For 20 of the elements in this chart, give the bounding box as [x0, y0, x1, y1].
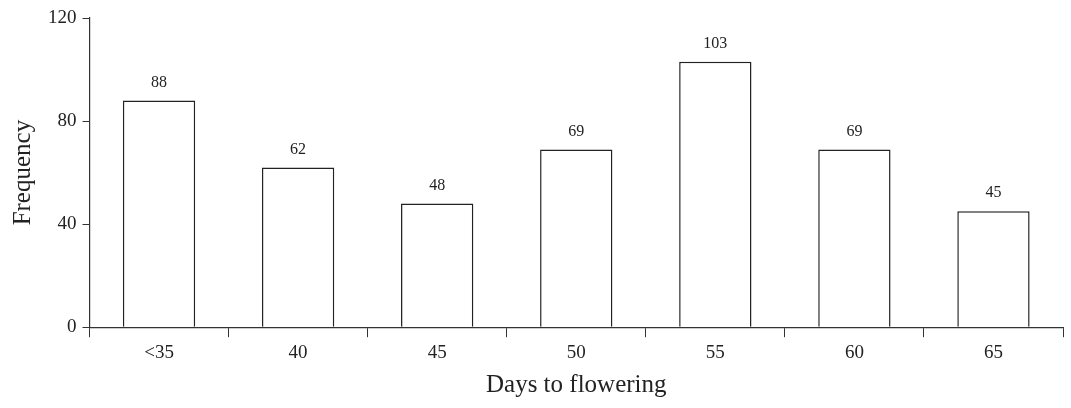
y-tick-label: 0: [67, 315, 77, 337]
data-label: 62: [290, 139, 307, 157]
x-tick-label: 60: [844, 340, 864, 362]
data-label: 45: [985, 183, 1002, 201]
x-tick-label: 65: [983, 340, 1003, 362]
x-tick-label: 40: [288, 340, 308, 362]
x-tick-label: 55: [705, 340, 725, 362]
y-tick-label: 120: [48, 5, 77, 27]
data-label: 69: [846, 121, 863, 139]
data-label: 48: [429, 175, 446, 193]
data-label: 103: [703, 34, 728, 52]
x-tick-label: 45: [427, 340, 447, 362]
y-axis-title: Frequency: [7, 119, 35, 226]
x-tick-label: 50: [566, 340, 586, 362]
data-label: 88: [151, 72, 168, 90]
data-label: 69: [568, 121, 585, 139]
y-tick-label: 80: [57, 109, 77, 131]
x-tick-label: <35: [144, 340, 174, 362]
x-axis-title: Days to flowering: [485, 369, 667, 397]
y-tick-label: 40: [57, 212, 77, 234]
